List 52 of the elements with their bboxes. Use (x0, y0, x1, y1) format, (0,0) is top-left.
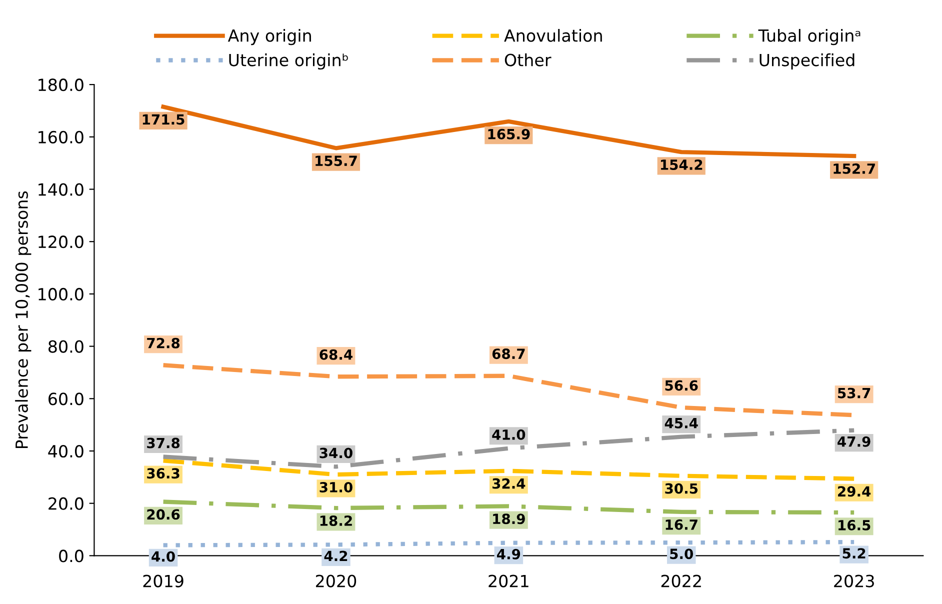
data-label: 29.4 (838, 486, 871, 497)
data-label: 155.7 (316, 156, 357, 166)
data-label: 154.2 (660, 160, 702, 170)
x-tick-label: 2023 (834, 574, 874, 588)
legend-label: Unspecified (760, 53, 854, 70)
data-label: 72.8 (147, 338, 180, 348)
data-label: 56.6 (665, 380, 698, 391)
data-label: 5.0 (670, 548, 694, 560)
x-tick-label: 2021 (488, 574, 528, 588)
data-label: 4.9 (497, 548, 520, 560)
data-label: 165.9 (488, 128, 530, 140)
y-tick-label: 80.0 (48, 340, 84, 353)
y-tick-label: 60.0 (48, 392, 84, 406)
data-label: 36.3 (147, 468, 180, 479)
y-tick-label: 20.0 (48, 497, 84, 510)
data-label: 37.8 (147, 438, 180, 448)
x-tick-label: 2019 (143, 574, 184, 588)
y-axis-title: Prevalence per 10,000 persons (15, 191, 32, 448)
y-tick-label: 120.0 (38, 236, 84, 248)
data-label: 68.7 (492, 348, 525, 360)
data-label: 4.0 (152, 551, 175, 562)
y-tick-label: 40.0 (48, 444, 84, 458)
y-tick-label: 100.0 (38, 288, 84, 301)
data-label: 18.2 (320, 515, 352, 526)
y-tick-label: 140.0 (38, 183, 84, 196)
data-label: 34.0 (320, 448, 352, 458)
data-label: 20.6 (147, 509, 180, 520)
data-label: 32.4 (492, 478, 526, 489)
data-label: 41.0 (492, 429, 526, 440)
legend-label: Tubal originᵃ (758, 28, 860, 46)
y-tick-label: 180.0 (38, 78, 84, 92)
legend-label: Anovulation (504, 28, 602, 42)
data-label: 31.0 (320, 482, 352, 492)
data-label: 45.4 (664, 418, 698, 428)
data-label: 5.2 (842, 548, 866, 559)
legend-label: Uterine originᵇ (229, 53, 348, 70)
legend-label: Other (504, 53, 552, 66)
legend-label: Any origin (228, 28, 311, 46)
data-label: 16.7 (666, 519, 698, 530)
data-label: 47.9 (838, 436, 870, 447)
data-label: 18.9 (493, 514, 525, 524)
x-tick-label: 2022 (661, 574, 701, 588)
data-label: 171.5 (142, 114, 184, 125)
x-tick-label: 2020 (316, 574, 356, 588)
data-label: 53.7 (838, 388, 870, 398)
data-label: 152.7 (834, 163, 875, 174)
y-tick-label: 160.0 (38, 130, 84, 144)
data-label: 68.4 (320, 349, 352, 360)
data-label: 4.2 (324, 550, 348, 562)
data-label: 16.5 (838, 520, 870, 530)
data-label: 30.5 (665, 483, 698, 494)
y-tick-label: 0.0 (59, 550, 84, 562)
